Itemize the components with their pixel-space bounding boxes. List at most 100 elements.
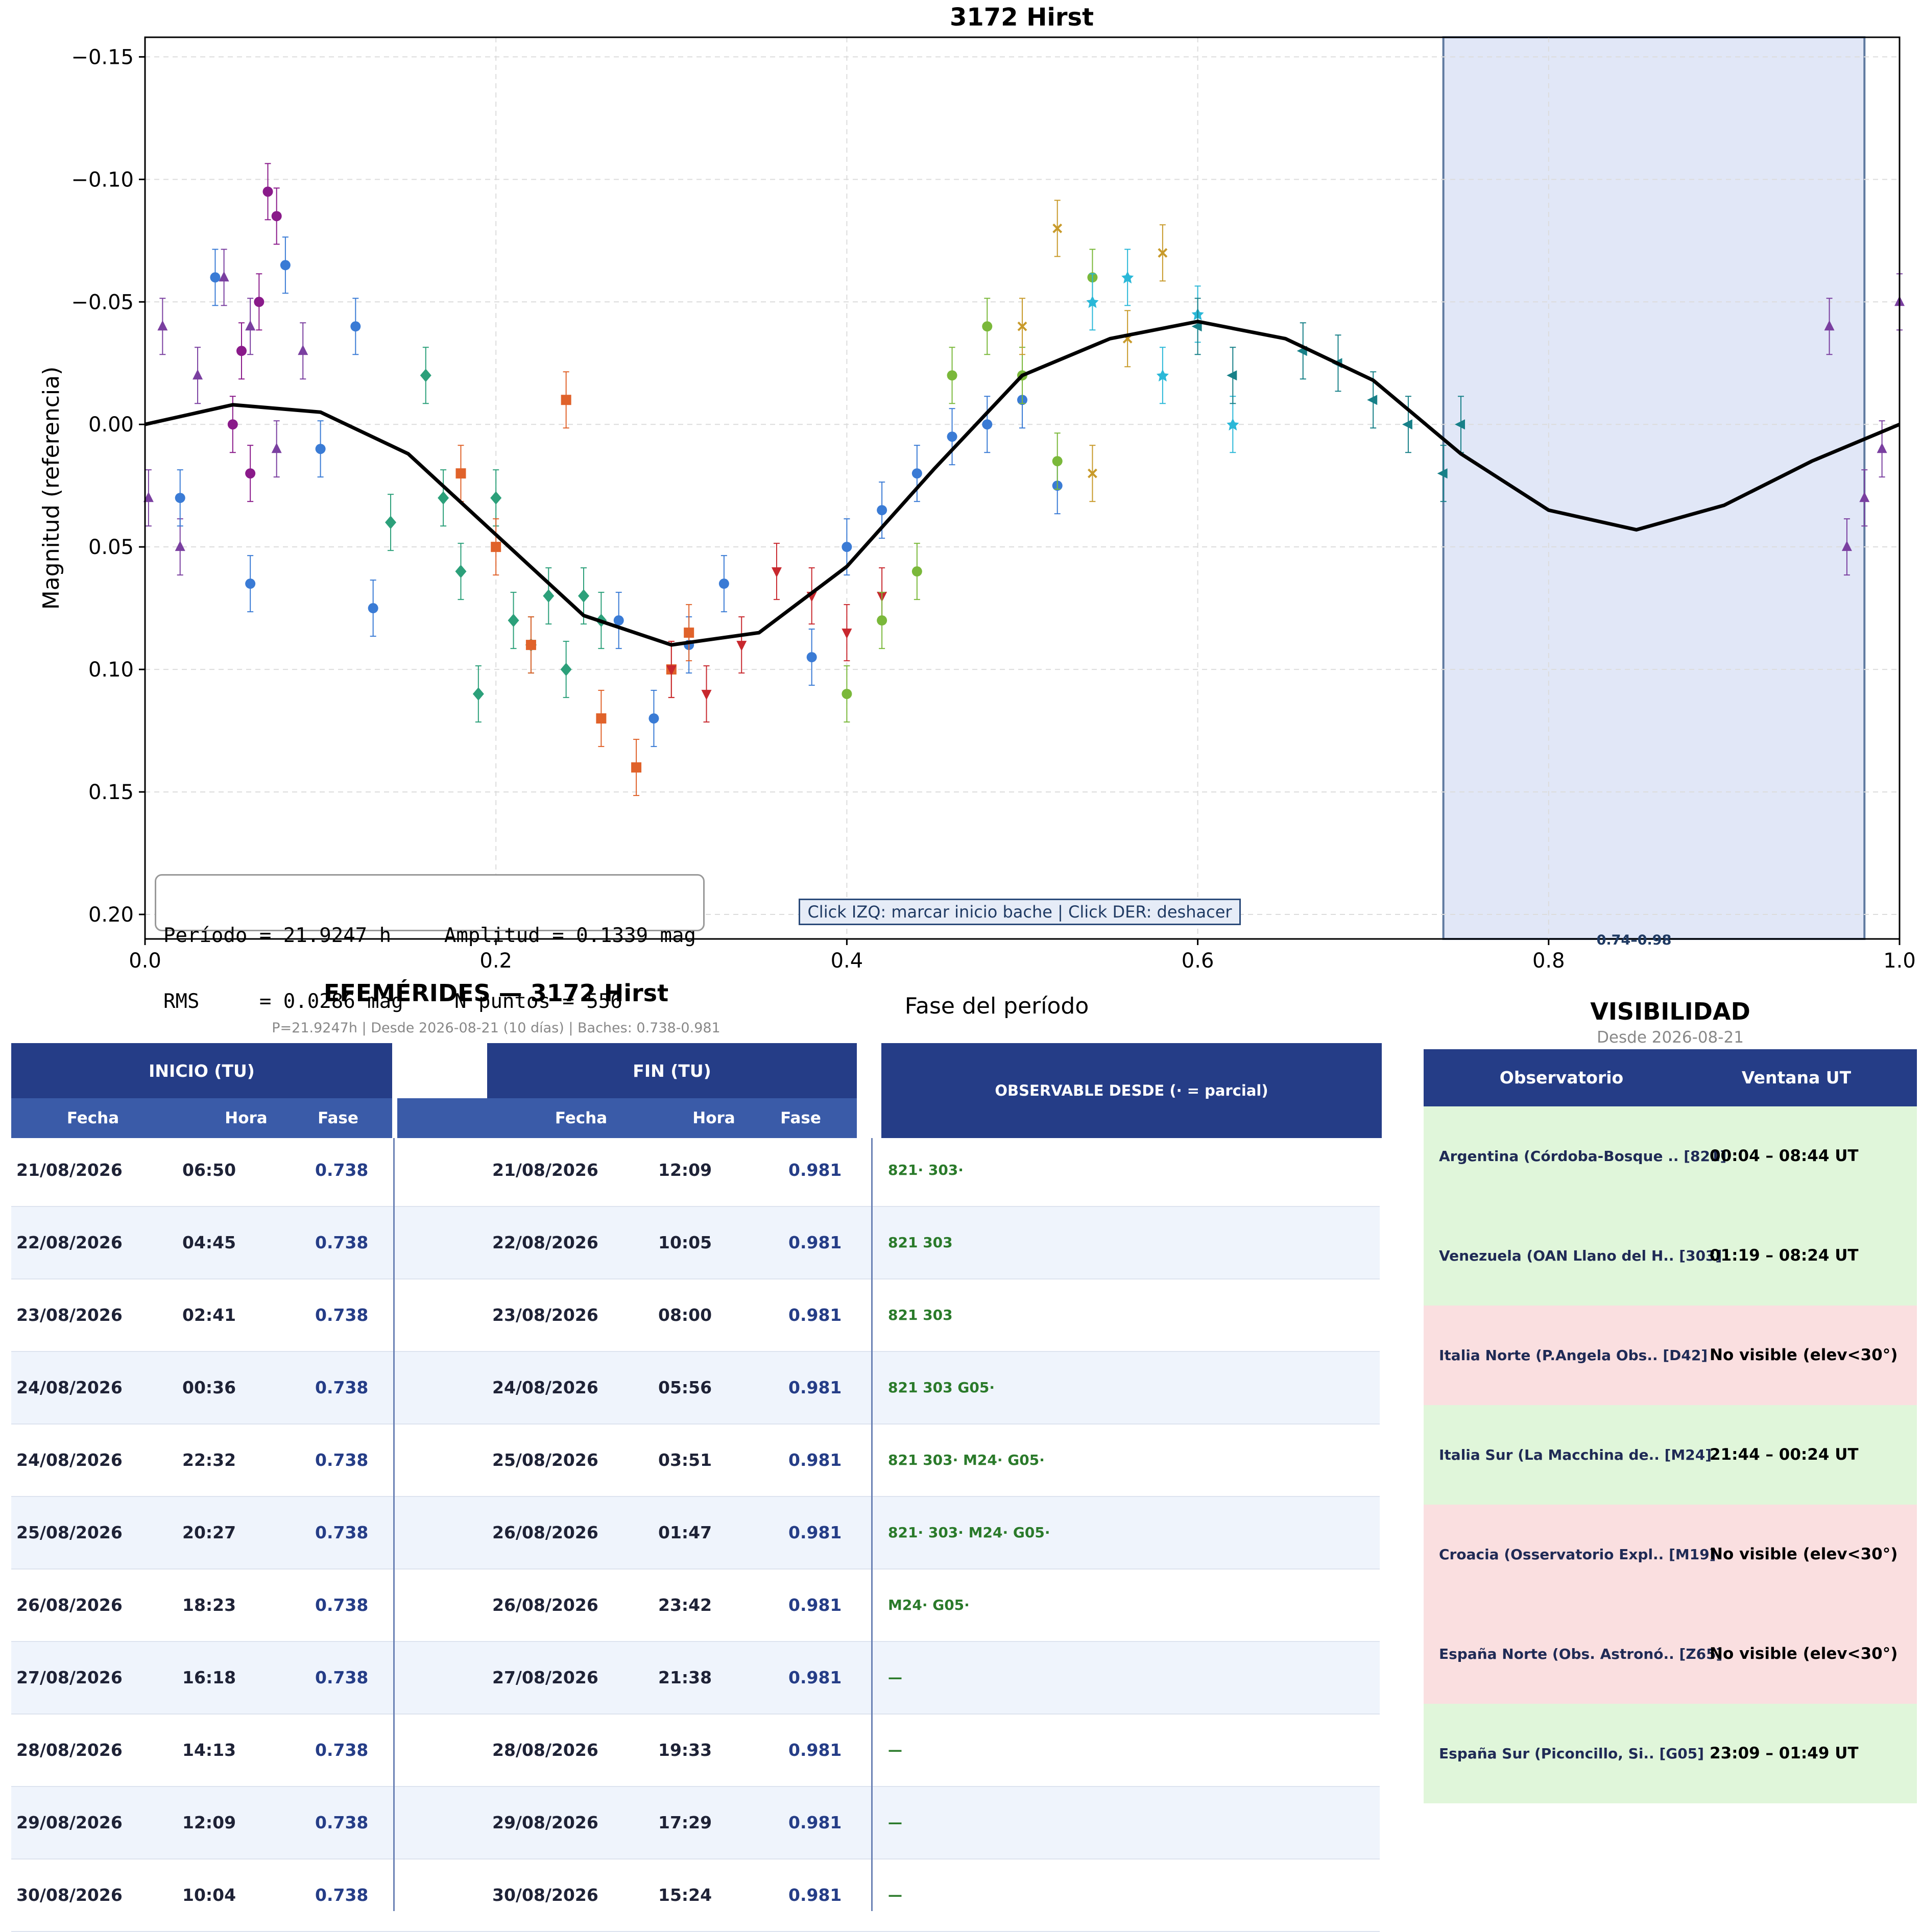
fin-fecha: 28/08/2026 bbox=[492, 1740, 598, 1760]
col-observatorio: Observatorio bbox=[1499, 1068, 1624, 1088]
fin-fecha: 25/08/2026 bbox=[492, 1450, 598, 1470]
fin-fecha: 26/08/2026 bbox=[492, 1595, 598, 1615]
y-tick-label: −0.05 bbox=[71, 291, 134, 314]
inicio-fase: 0.738 bbox=[315, 1740, 369, 1760]
col-fase-fin: Fase bbox=[780, 1109, 821, 1127]
ephemeris-table: 21/08/2026 06:50 0.738 21/08/2026 12:09 0.981… bbox=[11, 1134, 1380, 1932]
fin-fase: 0.981 bbox=[788, 1885, 842, 1905]
visibility-row[interactable]: Italia Norte (P.Angela Obs.. [D42] No vis… bbox=[1424, 1306, 1917, 1405]
inicio-fase: 0.738 bbox=[315, 1668, 369, 1687]
visibility-row[interactable]: Argentina (Córdoba-Bosque .. [821] 00:04 … bbox=[1424, 1106, 1917, 1206]
data-point bbox=[1367, 395, 1378, 405]
inicio-fecha: 22/08/2026 bbox=[16, 1233, 123, 1252]
col-hora-inicio: Hora bbox=[225, 1109, 268, 1127]
data-point bbox=[771, 567, 782, 578]
table-row[interactable]: 23/08/2026 02:41 0.738 23/08/2026 08:00 0.981… bbox=[11, 1279, 1380, 1352]
data-point bbox=[1227, 370, 1237, 381]
divider-line bbox=[871, 1138, 873, 1911]
inicio-fase: 0.738 bbox=[315, 1378, 369, 1397]
x-tick-label: 1.0 bbox=[1883, 949, 1916, 973]
col-fecha-inicio: Fecha bbox=[66, 1109, 119, 1127]
table-row[interactable]: 24/08/2026 00:36 0.738 24/08/2026 05:56 0.981… bbox=[11, 1352, 1380, 1424]
data-point bbox=[1156, 369, 1169, 382]
x-tick-label: 0.0 bbox=[129, 949, 161, 973]
data-point bbox=[315, 444, 326, 454]
fin-fase: 0.981 bbox=[788, 1305, 842, 1325]
fin-hora: 12:09 bbox=[658, 1160, 712, 1180]
observable-desde: 821· 303· bbox=[888, 1162, 964, 1178]
y-tick-label: 0.15 bbox=[88, 781, 134, 804]
data-point bbox=[271, 211, 282, 222]
observatory-name: España Norte (Obs. Astronó.. [Z65] bbox=[1439, 1646, 1723, 1662]
table-row[interactable]: 28/08/2026 14:13 0.738 28/08/2026 19:33 0.981… bbox=[11, 1714, 1380, 1787]
fin-fase: 0.981 bbox=[788, 1668, 842, 1687]
selection-span[interactable] bbox=[1442, 36, 1866, 940]
inicio-hora: 18:23 bbox=[182, 1595, 236, 1615]
y-tick-label: 0.10 bbox=[88, 658, 134, 682]
data-point bbox=[236, 346, 247, 356]
data-point bbox=[508, 614, 519, 627]
fin-fase: 0.981 bbox=[788, 1523, 842, 1542]
fin-fase: 0.981 bbox=[788, 1233, 842, 1252]
data-point bbox=[1859, 492, 1870, 502]
data-point bbox=[842, 629, 852, 639]
visibility-window: 01:19 – 08:24 UT bbox=[1710, 1246, 1859, 1265]
visibility-window: 00:04 – 08:44 UT bbox=[1710, 1147, 1859, 1165]
data-point bbox=[596, 713, 607, 724]
stat-periodo: Período = 21.9247 h bbox=[163, 924, 392, 947]
visibility-row[interactable]: Venezuela (OAN Llano del H.. [303] 01:19 … bbox=[1424, 1206, 1917, 1306]
observable-desde: M24· G05· bbox=[888, 1597, 970, 1613]
data-point bbox=[736, 641, 747, 651]
fin-hora: 19:33 bbox=[658, 1740, 712, 1760]
fin-hora: 08:00 bbox=[658, 1305, 712, 1325]
data-point bbox=[420, 369, 431, 382]
observatory-name: Argentina (Córdoba-Bosque .. [821] bbox=[1439, 1148, 1727, 1165]
data-point bbox=[842, 689, 852, 699]
inicio-fecha: 30/08/2026 bbox=[16, 1885, 123, 1905]
inicio-fecha: 27/08/2026 bbox=[16, 1668, 123, 1687]
inicio-fase: 0.738 bbox=[315, 1160, 369, 1180]
visibility-row[interactable]: España Norte (Obs. Astronó.. [Z65] No vis… bbox=[1424, 1604, 1917, 1704]
visibility-table: Argentina (Córdoba-Bosque .. [821] 00:04 … bbox=[1424, 1106, 1917, 1803]
data-point bbox=[911, 566, 922, 577]
table-row[interactable]: 25/08/2026 20:27 0.738 26/08/2026 01:47 0.981… bbox=[11, 1497, 1380, 1569]
y-axis-label: Magnitud (referencia) bbox=[38, 367, 64, 610]
inicio-hora: 14:13 bbox=[182, 1740, 236, 1760]
lightcurve-chart[interactable]: 3172 Hirst 0.0 0.2 0.4 0.6 0.8 1.0 −0.15 −0.10 −… bbox=[0, 0, 1922, 1021]
data-point bbox=[877, 505, 887, 516]
table-row[interactable]: 27/08/2026 16:18 0.738 27/08/2026 21:38 0.981… bbox=[11, 1642, 1380, 1714]
table-row[interactable]: 26/08/2026 18:23 0.738 26/08/2026 23:42 0.981… bbox=[11, 1569, 1380, 1642]
table-row[interactable]: 24/08/2026 22:32 0.738 25/08/2026 03:51 0.981… bbox=[11, 1424, 1380, 1497]
data-point bbox=[1437, 468, 1448, 479]
fin-fase: 0.981 bbox=[788, 1813, 842, 1832]
data-point bbox=[666, 665, 677, 676]
observatory-name: Italia Norte (P.Angela Obs.. [D42] bbox=[1439, 1347, 1708, 1364]
stat-rms: RMS = 0.0286 mag bbox=[163, 990, 403, 1013]
inicio-fase: 0.738 bbox=[315, 1885, 369, 1905]
span-label: 0.74–0.98 bbox=[1596, 932, 1672, 948]
col-hora-fin: Hora bbox=[692, 1109, 735, 1127]
visibility-row[interactable]: Croacia (Osservatorio Expl.. [M19] No vis… bbox=[1424, 1505, 1917, 1604]
table-row[interactable]: 21/08/2026 06:50 0.738 21/08/2026 12:09 0.981… bbox=[11, 1134, 1380, 1207]
data-point bbox=[684, 627, 694, 638]
data-point bbox=[193, 369, 203, 380]
y-tick-label: −0.10 bbox=[71, 168, 134, 191]
table-row[interactable]: 29/08/2026 12:09 0.738 29/08/2026 17:29 0.981… bbox=[11, 1787, 1380, 1859]
data-point bbox=[1824, 320, 1835, 331]
visibility-row[interactable]: España Sur (Piconcillo, Si.. [G05] 23:09 … bbox=[1424, 1704, 1917, 1803]
data-point bbox=[1086, 296, 1099, 308]
inicio-fecha: 28/08/2026 bbox=[16, 1740, 123, 1760]
data-point bbox=[175, 493, 185, 503]
data-point bbox=[631, 762, 642, 773]
data-point bbox=[245, 320, 256, 331]
data-point bbox=[1402, 419, 1412, 430]
inicio-fecha: 24/08/2026 bbox=[16, 1450, 123, 1470]
observable-desde: 821 303 bbox=[888, 1234, 953, 1251]
visibility-header: Observatorio Ventana UT bbox=[1424, 1049, 1917, 1106]
table-row[interactable]: 30/08/2026 10:04 0.738 30/08/2026 15:24 0.981… bbox=[11, 1859, 1380, 1932]
table-row[interactable]: 22/08/2026 04:45 0.738 22/08/2026 10:05 0.981… bbox=[11, 1207, 1380, 1279]
observable-desde: 821 303 G05· bbox=[888, 1379, 995, 1396]
observable-desde: — bbox=[888, 1669, 902, 1686]
data-point bbox=[472, 687, 484, 701]
visibility-row[interactable]: Italia Sur (La Macchina de.. [M24] 21:44 … bbox=[1424, 1405, 1917, 1505]
